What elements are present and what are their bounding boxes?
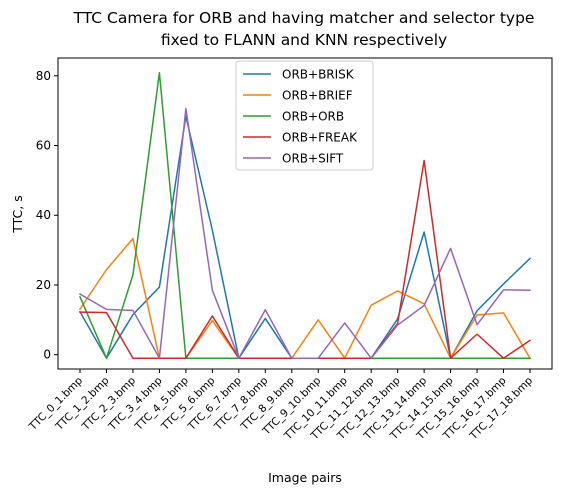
y-tick-label: 40 (36, 208, 51, 222)
series-line-orb-freak (79, 159, 532, 359)
legend-label: ORB+FREAK (282, 131, 358, 145)
legend-label: ORB+SIFT (282, 152, 344, 166)
series-line-orb-brief (78, 237, 532, 360)
y-tick-label: 0 (43, 348, 51, 362)
y-tick-label: 60 (36, 139, 51, 153)
x-axis-label: Image pairs (268, 470, 342, 485)
y-axis-label: TTC, s (10, 195, 25, 234)
series-line-orb-sift (78, 107, 531, 359)
legend: ORB+BRISK ORB+BRIEF ORB+ORB ORB+FREAK ORB+SI… (235, 60, 374, 171)
plot-frame (57, 57, 553, 370)
chart-title-line-1: TTC Camera for ORB and having matcher an… (73, 9, 535, 27)
legend-box (235, 60, 374, 171)
legend-label: ORB+ORB (282, 110, 344, 124)
legend-label: ORB+BRISK (282, 68, 355, 82)
legend-label: ORB+BRIEF (282, 89, 353, 103)
y-tick-label: 20 (36, 278, 51, 292)
chart-title-line-2: fixed to FLANN and KNN respectively (161, 31, 447, 49)
y-tick-label: 80 (36, 69, 51, 83)
